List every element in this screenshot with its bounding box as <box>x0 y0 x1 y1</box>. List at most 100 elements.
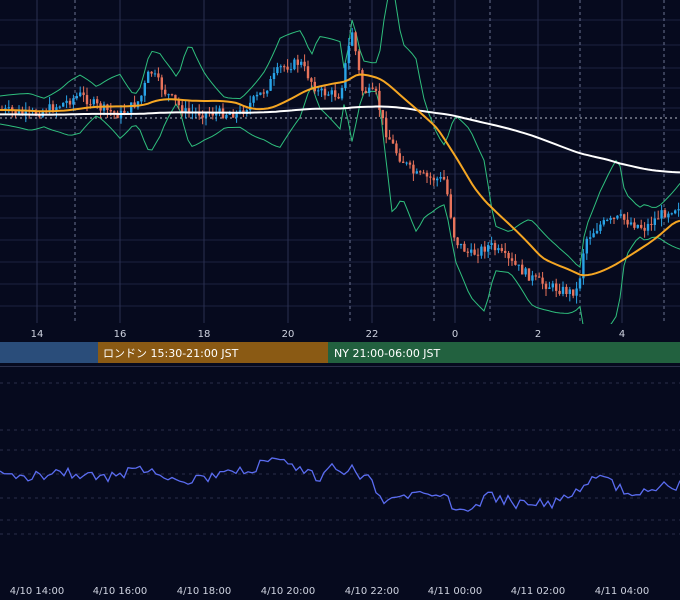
candle-body <box>58 106 61 108</box>
candle-body <box>262 92 265 94</box>
oscillator-time-label: 4/11 02:00 <box>511 586 565 597</box>
candle-body <box>364 90 367 93</box>
candle-body <box>225 114 228 118</box>
candle-body <box>385 118 388 138</box>
oscillator-time-labels: 4/10 14:00 4/10 16:00 4/10 18:00 4/10 20:00… <box>10 586 649 597</box>
candle-body <box>415 171 418 174</box>
candle-body <box>34 111 38 115</box>
candle-body <box>65 100 68 103</box>
candle-body <box>650 223 653 225</box>
candle-body <box>395 143 398 154</box>
candle-body <box>548 287 551 289</box>
candle-body <box>398 153 401 162</box>
candle-body <box>317 90 320 92</box>
candle-body <box>551 283 554 288</box>
candle-body <box>48 104 51 113</box>
candle-body <box>17 110 21 115</box>
candle-body <box>442 176 446 180</box>
candle-body <box>7 107 10 109</box>
session-london <box>98 342 328 363</box>
candle-body <box>473 249 476 255</box>
pane-divider <box>0 366 680 367</box>
candle-body <box>374 88 378 91</box>
candle-body <box>238 110 242 112</box>
candle-body <box>371 87 374 89</box>
candle-body <box>14 111 17 115</box>
candle-body <box>466 251 469 253</box>
time-axis-labels: 14 16 18 20 22 0 2 4 <box>31 329 626 340</box>
candlestick-series <box>0 28 680 304</box>
candle-body <box>334 90 337 97</box>
candle-body <box>143 82 146 96</box>
candle-body <box>626 219 629 225</box>
candle-body <box>592 233 595 238</box>
oscillator-time-label: 4/10 16:00 <box>93 586 147 597</box>
oscillator-time-label: 4/10 22:00 <box>345 586 399 597</box>
candle-body <box>160 77 163 90</box>
candle-body <box>388 137 391 140</box>
candle-body <box>521 264 524 275</box>
candle-body <box>211 113 214 116</box>
candle-body <box>296 59 299 65</box>
candle-body <box>116 112 119 119</box>
bollinger-bands <box>0 0 680 338</box>
candle-body <box>153 73 157 75</box>
oscillator-time-label: 4/10 14:00 <box>10 586 64 597</box>
candle-body <box>313 81 316 92</box>
candle-body <box>55 107 58 112</box>
candle-body <box>402 161 405 163</box>
candle-body <box>167 94 170 96</box>
candle-body <box>279 66 282 68</box>
candle-body <box>320 88 323 91</box>
candle-body <box>340 88 344 99</box>
candle-body <box>612 217 616 219</box>
time-tick-label: 4 <box>619 329 625 340</box>
candle-body <box>419 171 422 173</box>
candle-body <box>490 243 493 246</box>
candle-body <box>619 214 622 216</box>
candle-body <box>602 220 605 225</box>
oscillator-time-label: 4/11 04:00 <box>595 586 649 597</box>
candle-body <box>517 264 520 266</box>
candle-body <box>677 209 680 211</box>
candle-body <box>21 110 24 115</box>
candle-body <box>487 245 490 252</box>
candle-body <box>62 102 65 107</box>
candle-body <box>578 278 582 289</box>
candle-body <box>249 102 252 111</box>
candle-body <box>582 253 585 279</box>
candle-body <box>555 283 558 291</box>
oscillator-time-label: 4/10 20:00 <box>261 586 315 597</box>
candle-body <box>289 69 293 71</box>
candle-body <box>480 246 483 256</box>
candle-body <box>544 283 548 289</box>
time-tick-label: 16 <box>114 329 127 340</box>
time-tick-label: 20 <box>282 329 295 340</box>
candle-body <box>500 248 503 251</box>
candle-body <box>541 277 544 284</box>
candle-body <box>184 108 187 114</box>
candle-body <box>616 215 619 219</box>
candle-body <box>113 111 116 113</box>
candle-body <box>150 71 153 74</box>
slow-moving-average <box>0 105 680 174</box>
candle-body <box>565 286 568 295</box>
oscillator-time-label: 4/10 18:00 <box>177 586 231 597</box>
oscillator-line <box>0 457 680 512</box>
candle-body <box>629 222 633 225</box>
candle-body <box>337 96 340 99</box>
candle-body <box>82 92 85 96</box>
candle-body <box>276 67 279 74</box>
candle-body <box>558 290 561 294</box>
candle-body <box>327 94 330 96</box>
candle-body <box>660 210 663 219</box>
candle-body <box>157 73 160 78</box>
candle-body <box>446 179 449 195</box>
candle-body <box>361 70 364 91</box>
candle-body <box>266 90 269 94</box>
candle-body <box>323 88 327 96</box>
candle-body <box>85 95 89 105</box>
candle-body <box>425 172 429 177</box>
